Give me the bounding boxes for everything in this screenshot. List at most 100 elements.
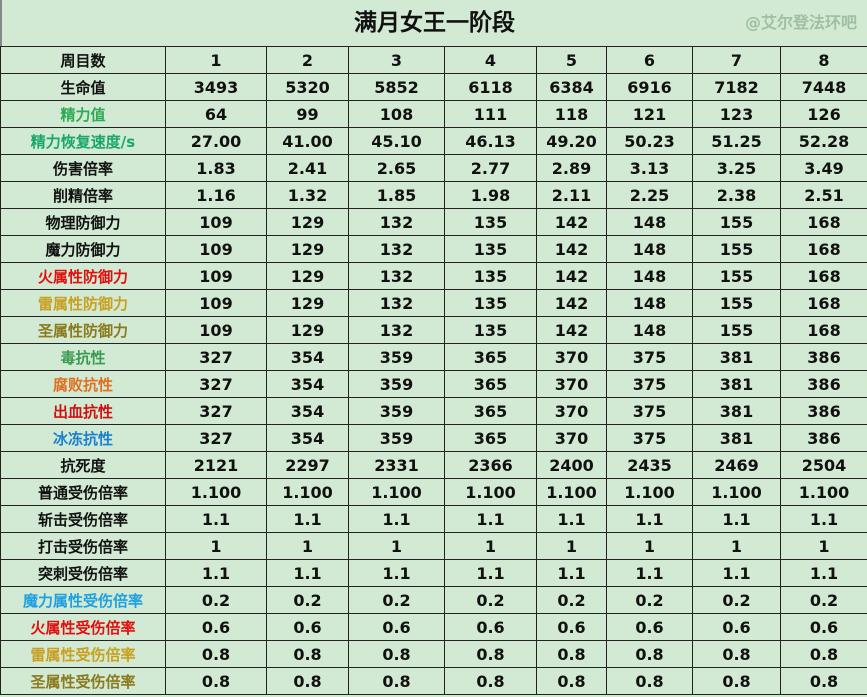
value-cell: 375 <box>606 397 693 425</box>
row-label: 毒抗性 <box>0 343 166 371</box>
value-cell: 49.20 <box>536 127 607 155</box>
value-cell: 168 <box>780 235 867 263</box>
value-cell: 0.8 <box>444 640 537 668</box>
value-cell: 1.1 <box>266 559 349 587</box>
value-cell: 359 <box>348 370 445 398</box>
value-cell: 1.100 <box>606 478 693 506</box>
value-cell: 2331 <box>348 451 445 479</box>
value-cell: 129 <box>266 262 349 290</box>
header-cell: 7 <box>692 46 781 74</box>
value-cell: 1.1 <box>536 505 607 533</box>
value-cell: 0.8 <box>606 667 693 695</box>
value-cell: 129 <box>266 316 349 344</box>
value-cell: 129 <box>266 289 349 317</box>
value-cell: 1.1 <box>348 505 445 533</box>
value-cell: 354 <box>266 424 349 452</box>
value-cell: 142 <box>536 289 607 317</box>
value-cell: 0.8 <box>165 640 267 668</box>
value-cell: 2.25 <box>606 181 693 209</box>
value-cell: 64 <box>165 100 267 128</box>
value-cell: 3.25 <box>692 154 781 182</box>
value-cell: 1.1 <box>692 559 781 587</box>
row-label: 物理防御力 <box>0 208 166 236</box>
value-cell: 2.41 <box>266 154 349 182</box>
value-cell: 1.1 <box>165 559 267 587</box>
value-cell: 5320 <box>266 73 349 101</box>
value-cell: 109 <box>165 289 267 317</box>
value-cell: 148 <box>606 289 693 317</box>
value-cell: 132 <box>348 316 445 344</box>
value-cell: 381 <box>692 397 781 425</box>
value-cell: 1.1 <box>780 559 867 587</box>
value-cell: 365 <box>444 397 537 425</box>
value-cell: 0.8 <box>692 667 781 695</box>
table-row: 生命值 3493 5320 5852 6118 6384 6916 7182 7448 <box>0 73 867 101</box>
value-cell: 1.100 <box>165 478 267 506</box>
value-cell: 5852 <box>348 73 445 101</box>
value-cell: 370 <box>536 370 607 398</box>
value-cell: 2.77 <box>444 154 537 182</box>
value-cell: 381 <box>692 343 781 371</box>
header-cell: 5 <box>536 46 607 74</box>
value-cell: 155 <box>692 262 781 290</box>
value-cell: 132 <box>348 208 445 236</box>
value-cell: 327 <box>165 343 267 371</box>
value-cell: 1 <box>606 532 693 560</box>
value-cell: 386 <box>780 343 867 371</box>
table-row: 突刺受伤倍率 1.1 1.1 1.1 1.1 1.1 1.1 1.1 1.1 <box>0 559 867 587</box>
value-cell: 132 <box>348 289 445 317</box>
row-label: 普通受伤倍率 <box>0 478 166 506</box>
value-cell: 126 <box>780 100 867 128</box>
value-cell: 0.2 <box>536 586 607 614</box>
table-row: 魔力属性受伤倍率 0.2 0.2 0.2 0.2 0.2 0.2 0.2 0.2 <box>0 586 867 614</box>
value-cell: 2.65 <box>348 154 445 182</box>
row-label: 圣属性防御力 <box>0 316 166 344</box>
value-cell: 2504 <box>780 451 867 479</box>
table-row: 物理防御力 109 129 132 135 142 148 155 168 <box>0 208 867 236</box>
value-cell: 1.100 <box>536 478 607 506</box>
table-row: 伤害倍率 1.83 2.41 2.65 2.77 2.89 3.13 3.25 3.49 <box>0 154 867 182</box>
header-label: 周目数 <box>0 46 166 74</box>
value-cell: 2121 <box>165 451 267 479</box>
value-cell: 0.8 <box>536 667 607 695</box>
row-label: 打击受伤倍率 <box>0 532 166 560</box>
value-cell: 2366 <box>444 451 537 479</box>
value-cell: 0.6 <box>266 613 349 641</box>
value-cell: 375 <box>606 424 693 452</box>
value-cell: 51.25 <box>692 127 781 155</box>
value-cell: 2435 <box>606 451 693 479</box>
value-cell: 1.1 <box>606 559 693 587</box>
table-row: 冰冻抗性 327 354 359 365 370 375 381 386 <box>0 424 867 452</box>
value-cell: 1.100 <box>692 478 781 506</box>
value-cell: 50.23 <box>606 127 693 155</box>
value-cell: 0.8 <box>780 640 867 668</box>
table-row: 普通受伤倍率 1.100 1.100 1.100 1.100 1.100 1.100 1.10… <box>0 478 867 506</box>
value-cell: 327 <box>165 397 267 425</box>
value-cell: 0.2 <box>165 586 267 614</box>
header-cell: 6 <box>606 46 693 74</box>
value-cell: 132 <box>348 262 445 290</box>
value-cell: 118 <box>536 100 607 128</box>
value-cell: 0.6 <box>444 613 537 641</box>
value-cell: 0.2 <box>348 586 445 614</box>
value-cell: 0.8 <box>692 640 781 668</box>
row-label: 抗死度 <box>0 451 166 479</box>
value-cell: 1.100 <box>444 478 537 506</box>
value-cell: 0.2 <box>266 586 349 614</box>
value-cell: 0.2 <box>444 586 537 614</box>
value-cell: 1.1 <box>444 559 537 587</box>
table-row: 斩击受伤倍率 1.1 1.1 1.1 1.1 1.1 1.1 1.1 1.1 <box>0 505 867 533</box>
value-cell: 123 <box>692 100 781 128</box>
value-cell: 1 <box>780 532 867 560</box>
header-row: 周目数 1 2 3 4 5 6 7 8 <box>0 46 867 74</box>
value-cell: 1.32 <box>266 181 349 209</box>
value-cell: 359 <box>348 343 445 371</box>
row-label: 生命值 <box>0 73 166 101</box>
value-cell: 365 <box>444 370 537 398</box>
header-cell: 4 <box>444 46 537 74</box>
value-cell: 109 <box>165 262 267 290</box>
value-cell: 135 <box>444 289 537 317</box>
value-cell: 142 <box>536 262 607 290</box>
header-cell: 1 <box>165 46 267 74</box>
value-cell: 370 <box>536 397 607 425</box>
